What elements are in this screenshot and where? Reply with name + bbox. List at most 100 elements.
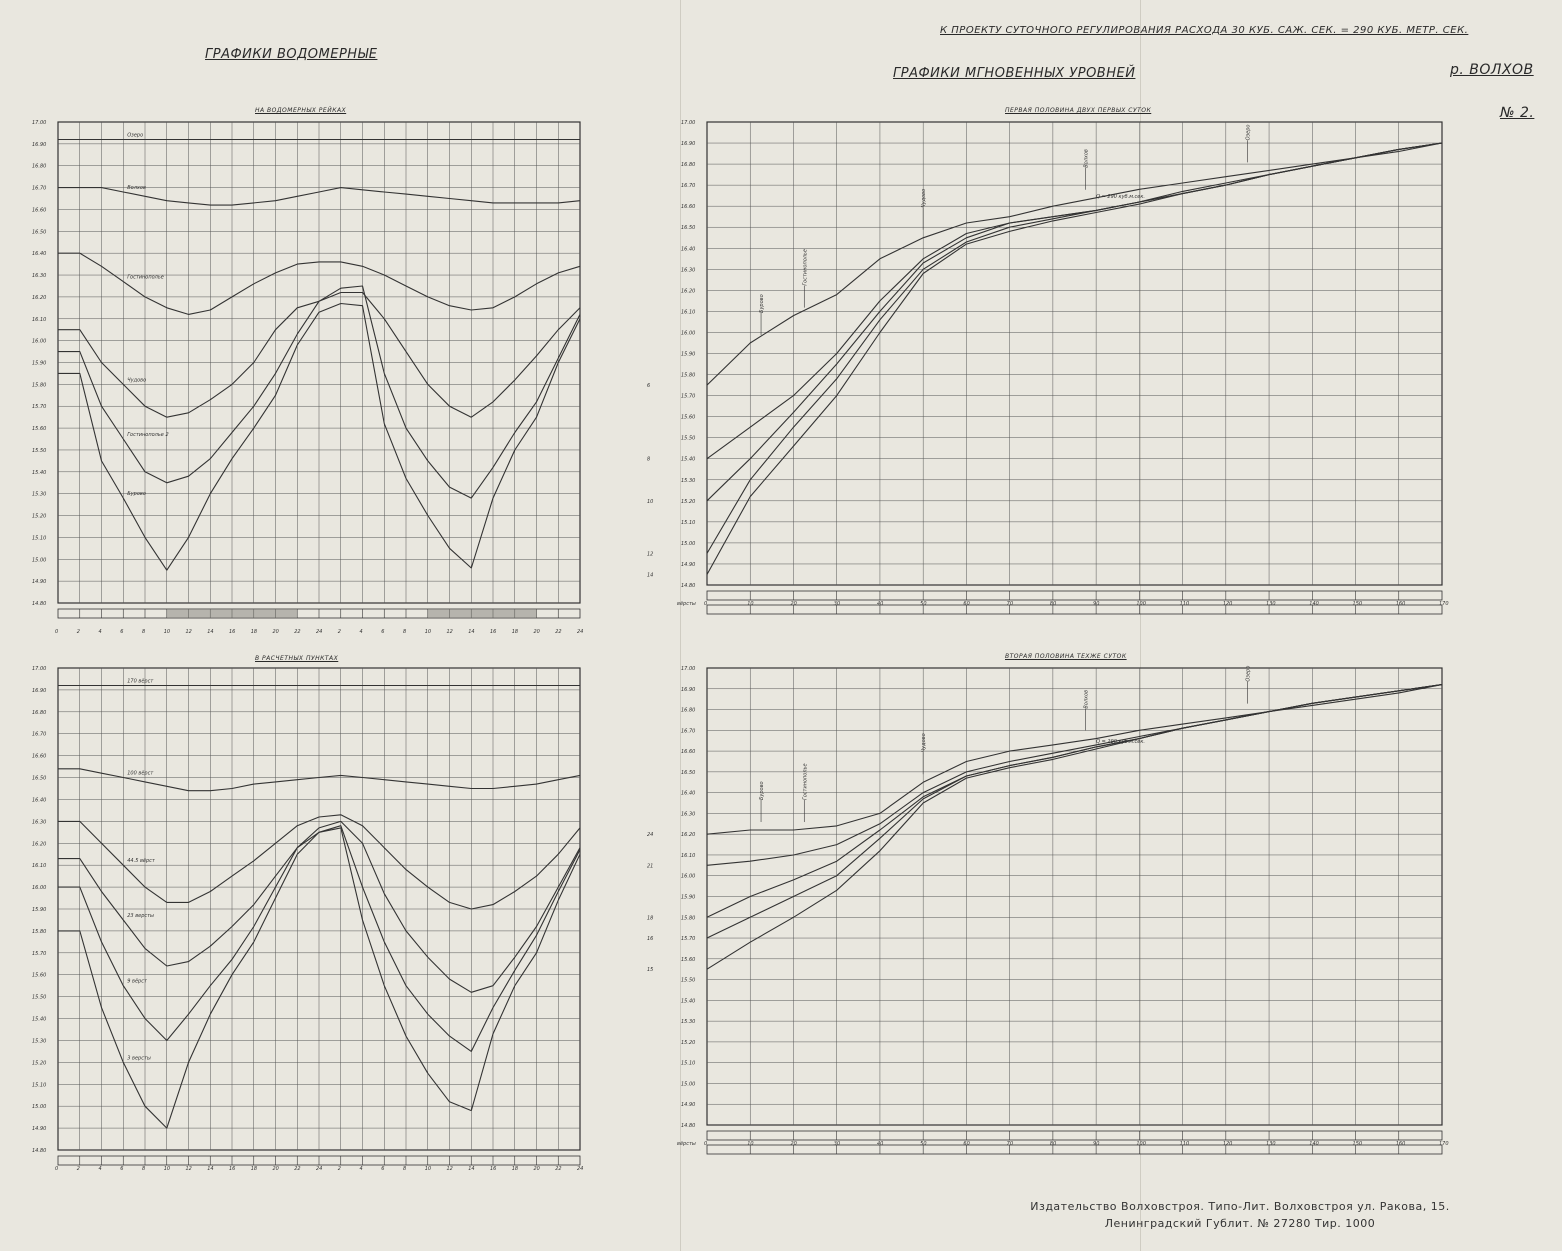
station-label: Гостинополье <box>802 763 808 800</box>
x-tick-label: 10 <box>747 1141 753 1147</box>
y-tick-label: 14.80 <box>32 1148 46 1154</box>
y-tick-label: 16.80 <box>32 164 46 170</box>
series-label: Чудово <box>127 377 146 383</box>
station-label: Бурово <box>759 294 765 313</box>
y-tick-label: 15.10 <box>32 535 46 541</box>
x-tick-label: 110 <box>1180 601 1190 607</box>
x-tick-label: 12 <box>447 629 453 635</box>
x-tick-label: 14 <box>207 1166 213 1172</box>
chart-4: 14.80 14.90 15.00 15.10 15.20 15.30 15.40 15.50… <box>647 666 1449 1155</box>
y-tick-label: 16.00 <box>681 874 695 880</box>
x-tick-label: 80 <box>1050 601 1056 607</box>
y-tick-label: 16.10 <box>681 853 695 859</box>
y-tick-label: 16.70 <box>681 183 695 189</box>
x-tick-label: 10 <box>164 1166 170 1172</box>
x-tick-label: 140 <box>1309 601 1319 607</box>
y-tick-label: 15.00 <box>32 557 46 563</box>
series-label: 15 <box>647 967 653 973</box>
x-tick-label: 18 <box>251 629 257 635</box>
x-tick-label: 4 <box>99 629 102 635</box>
y-tick-label: 14.80 <box>681 583 695 589</box>
x-tick-label: 12 <box>186 629 192 635</box>
x-tick-label: 8 <box>403 629 406 635</box>
station-label: Озеро <box>1245 124 1251 140</box>
series-line-2 <box>706 142 1443 460</box>
y-tick-label: 16.30 <box>681 811 695 817</box>
series-label: Гостинополье 2 <box>127 432 168 438</box>
x-tick-label: 22 <box>294 1166 300 1172</box>
y-tick-label: 16.80 <box>681 162 695 168</box>
x-tick-label: 100 <box>1136 601 1146 607</box>
y-tick-label: 15.70 <box>681 936 695 942</box>
series-line-3 <box>58 814 581 910</box>
x-tick-label: 24 <box>577 1166 583 1172</box>
y-tick-label: 15.40 <box>32 470 46 476</box>
x-tick-label: 30 <box>834 1141 840 1147</box>
x-tick-label: 40 <box>877 1141 883 1147</box>
x-tick-label: 90 <box>1093 601 1099 607</box>
y-tick-label: 14.80 <box>681 1123 695 1129</box>
x-tick-label: 18 <box>251 1166 257 1172</box>
sheet-number: № 2. <box>1500 105 1535 121</box>
y-tick-label: 15.40 <box>32 1017 46 1023</box>
y-tick-label: 15.80 <box>681 373 695 379</box>
y-tick-label: 16.90 <box>681 687 695 693</box>
series-label: 3 версты <box>127 1055 151 1061</box>
y-tick-label: 16.40 <box>32 797 46 803</box>
x-tick-label: 50 <box>920 1141 926 1147</box>
y-tick-label: 15.50 <box>681 436 695 442</box>
y-tick-label: 16.00 <box>32 339 46 345</box>
y-tick-label: 16.20 <box>681 288 695 294</box>
x-tick-label: 60 <box>963 601 969 607</box>
y-tick-label: 15.60 <box>32 973 46 979</box>
x-tick-label: 160 <box>1396 1141 1406 1147</box>
y-tick-label: 14.90 <box>681 562 695 568</box>
x-tick-label: 18 <box>512 629 518 635</box>
distance-strip <box>706 604 1443 615</box>
y-tick-label: 15.10 <box>32 1082 46 1088</box>
y-tick-label: 16.70 <box>32 732 46 738</box>
series-line-6 <box>58 302 581 571</box>
y-tick-label: 15.40 <box>681 998 695 1004</box>
x-tick-label: 60 <box>963 1141 969 1147</box>
series-label: 44.5 вёрст <box>127 858 156 864</box>
chart-1: 14.80 14.90 15.00 15.10 15.20 15.30 15.40 15.50… <box>32 120 583 635</box>
x-tick-label: 12 <box>186 1166 192 1172</box>
series-line-3 <box>706 684 1443 918</box>
x-tick-label: 20 <box>273 1166 279 1172</box>
y-tick-label: 14.90 <box>681 1102 695 1108</box>
series-line-2 <box>58 187 581 206</box>
x-axis-label: вёрсты <box>677 601 696 607</box>
station-label: Волхов <box>1083 149 1089 168</box>
series-line-5 <box>706 142 1443 575</box>
chart-2: 14.80 14.90 15.00 15.10 15.20 15.30 15.40 15.50… <box>32 666 583 1172</box>
x-tick-label: 10 <box>425 629 431 635</box>
x-tick-label: 22 <box>555 1166 561 1172</box>
series-label: 10 <box>647 499 653 505</box>
x-tick-label: 140 <box>1309 1141 1319 1147</box>
x-tick-label: 0 <box>704 1141 707 1147</box>
y-tick-label: 16.30 <box>32 819 46 825</box>
y-tick-label: 17.00 <box>681 666 695 672</box>
discharge-annotation: Q = 290 куб.м.сек. <box>1096 194 1145 200</box>
y-tick-label: 16.60 <box>32 207 46 213</box>
x-tick-label: 24 <box>316 1166 322 1172</box>
x-tick-label: 14 <box>468 629 474 635</box>
hatched-block <box>427 609 537 618</box>
x-tick-label: 4 <box>99 1166 102 1172</box>
x-tick-label: 4 <box>360 629 363 635</box>
series-line-4 <box>706 684 1443 939</box>
left-title: ГРАФИКИ ВОДОМЕРНЫЕ <box>205 47 378 62</box>
x-tick-label: 150 <box>1353 1141 1363 1147</box>
x-tick-label: 0 <box>55 1166 58 1172</box>
x-tick-label: 6 <box>120 1166 123 1172</box>
y-tick-label: 17.00 <box>681 120 695 126</box>
x-tick-label: 2 <box>77 629 80 635</box>
station-label: Волхов <box>1083 690 1089 709</box>
discharge-annotation: Q = 290 куб.м.сек. <box>1096 739 1145 745</box>
y-tick-label: 16.90 <box>32 688 46 694</box>
series-label: 6 <box>647 383 650 389</box>
y-tick-label: 16.00 <box>681 330 695 336</box>
y-tick-label: 16.70 <box>681 728 695 734</box>
y-tick-label: 15.20 <box>681 499 695 505</box>
